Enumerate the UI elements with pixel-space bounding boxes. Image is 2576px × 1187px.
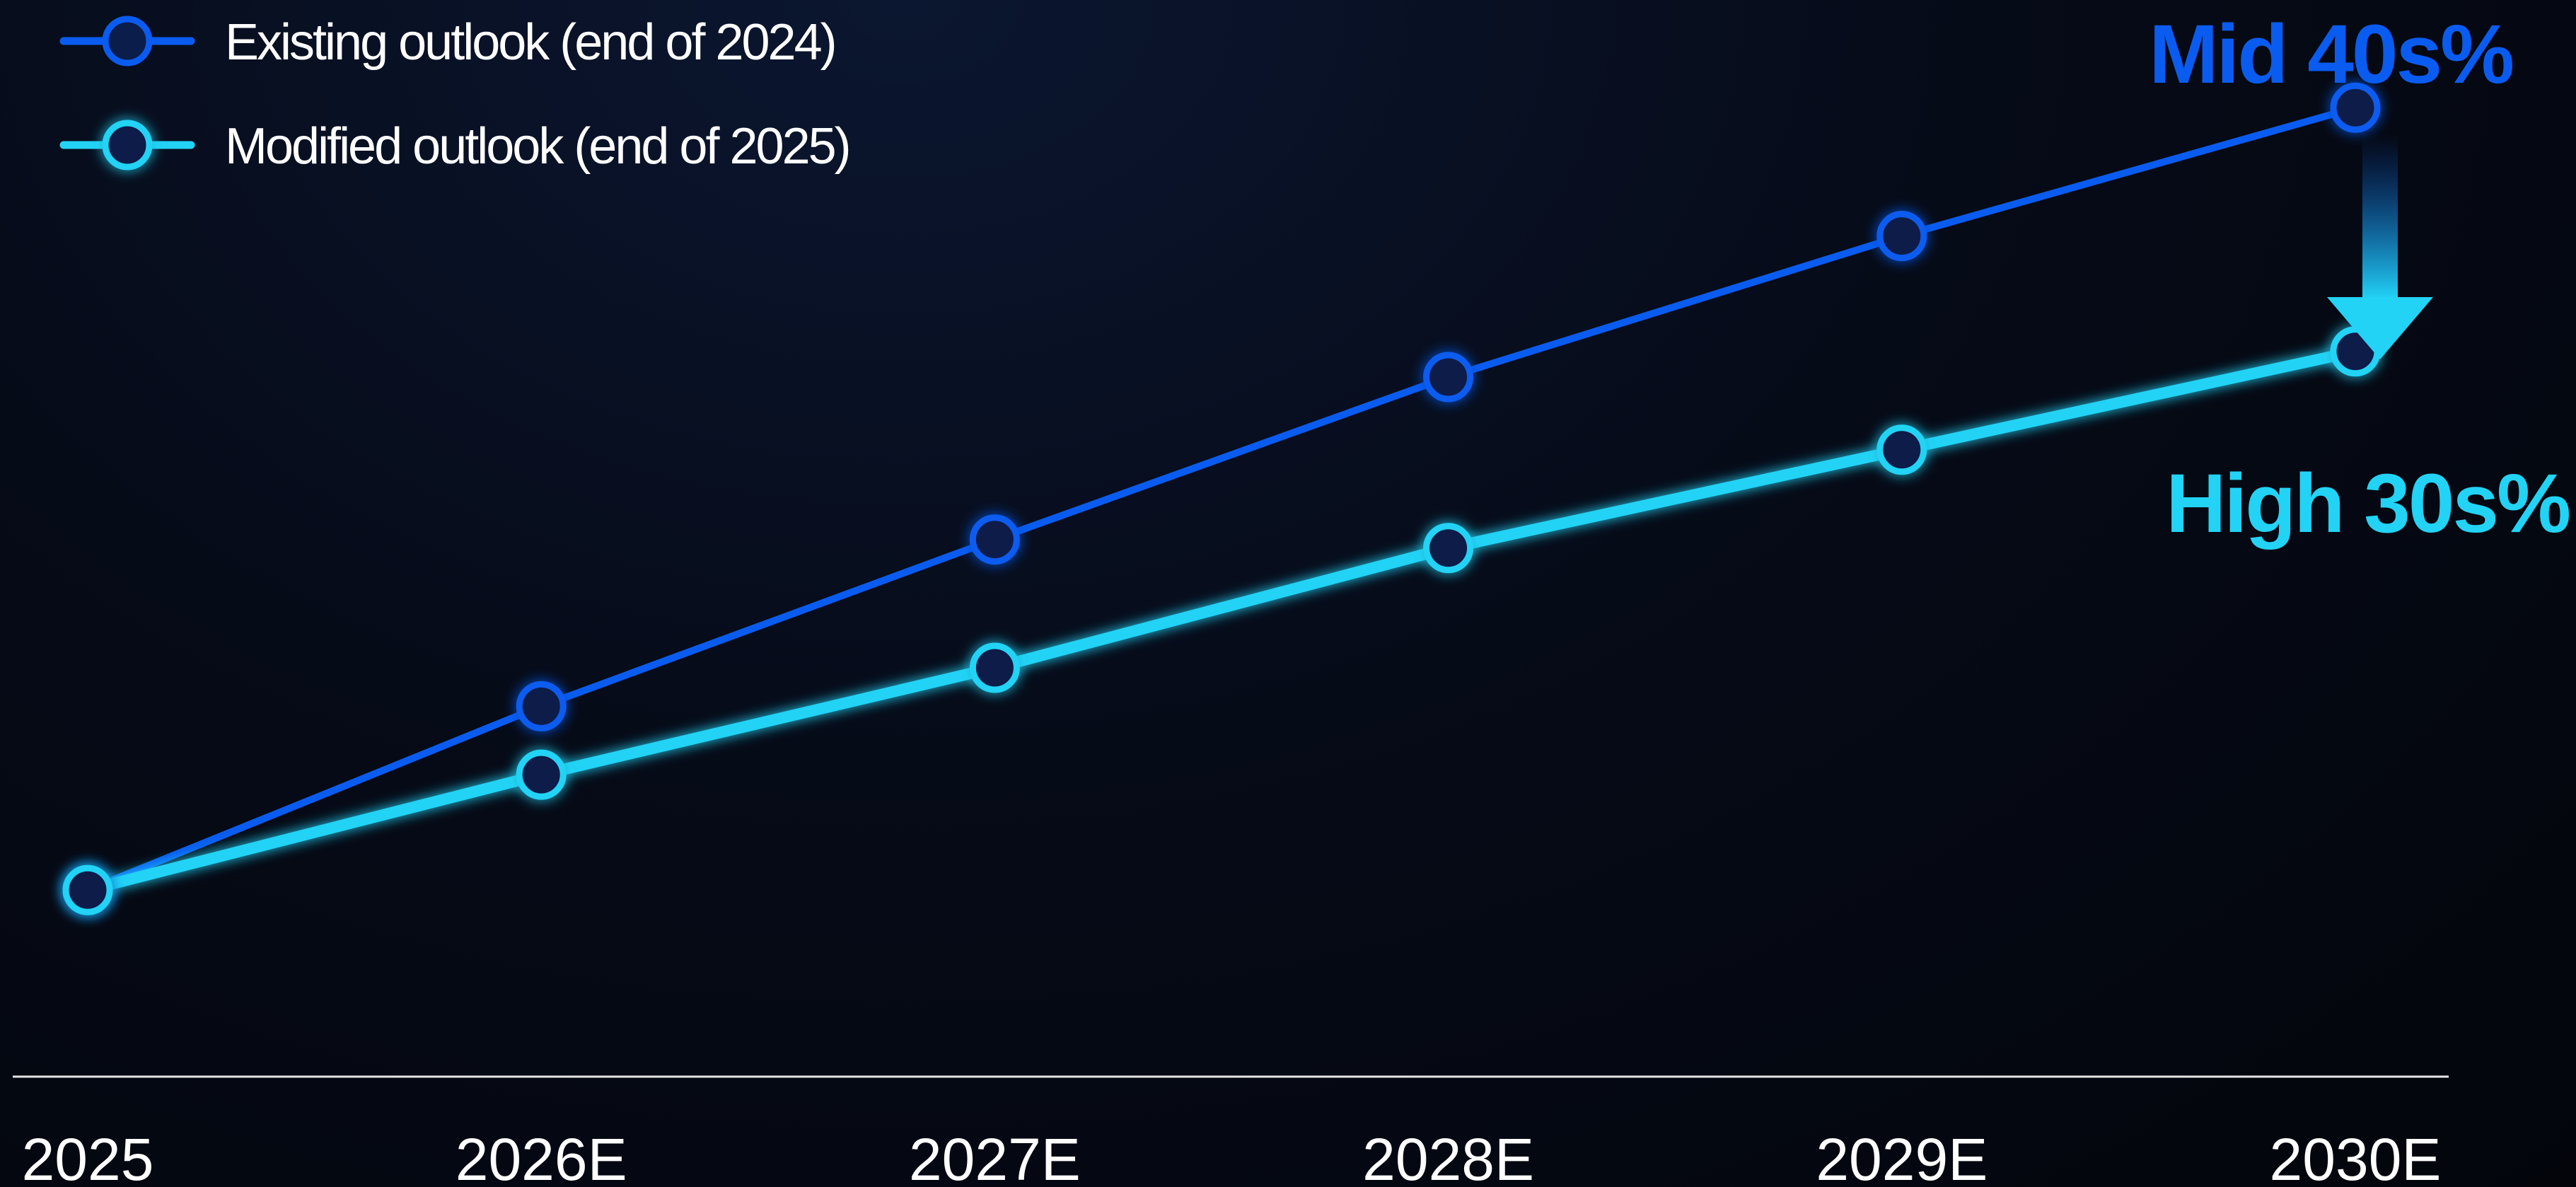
data-point-existing-2028e <box>1423 352 1474 403</box>
change-arrow <box>2327 134 2433 359</box>
change-arrow-shaft <box>2362 134 2398 299</box>
legend-swatch-modified-marker <box>102 120 153 170</box>
legend-label-modified: Modified outlook (end of 2025) <box>225 118 849 175</box>
data-point-modified-2029e <box>1876 424 1927 475</box>
series-lines <box>82 104 2361 896</box>
x-tick-label-2030e: 2030E <box>2270 1126 2442 1187</box>
data-point-existing-2029e <box>1876 211 1927 262</box>
series-line-modified <box>82 345 2361 896</box>
data-point-existing-2027e <box>969 514 1020 565</box>
end-label-modified: High 30s% <box>2166 457 2569 550</box>
x-tick-label-2027e: 2027E <box>909 1126 1081 1187</box>
data-point-modified-2025 <box>62 864 113 915</box>
data-point-existing-2030e <box>2330 82 2381 133</box>
data-point-existing-2026e <box>516 681 567 731</box>
x-tick-label-2029e: 2029E <box>1816 1126 1988 1187</box>
legend-item-existing: Existing outlook (end of 2024) <box>59 14 837 71</box>
end-label-existing: Mid 40s% <box>2149 8 2512 101</box>
series-line-existing <box>84 104 2359 894</box>
x-tick-labels: 2025 2026E 2027E 2028E 2029E 2030E <box>22 1126 2442 1187</box>
data-point-modified-2028e <box>1423 523 1474 574</box>
series-markers <box>62 82 2381 915</box>
legend-swatch-existing-marker <box>102 16 153 66</box>
change-arrow-head <box>2327 297 2433 359</box>
legend-item-modified: Modified outlook (end of 2025) <box>59 118 852 175</box>
x-tick-label-2028e: 2028E <box>1362 1126 1534 1187</box>
legend-label-existing: Existing outlook (end of 2024) <box>225 14 835 71</box>
data-point-modified-2027e <box>969 642 1020 693</box>
legend: Existing outlook (end of 2024) Modified … <box>59 14 852 175</box>
data-point-modified-2026e <box>516 749 567 800</box>
x-tick-label-2026e: 2026E <box>456 1126 627 1187</box>
x-tick-label-2025: 2025 <box>22 1126 154 1187</box>
